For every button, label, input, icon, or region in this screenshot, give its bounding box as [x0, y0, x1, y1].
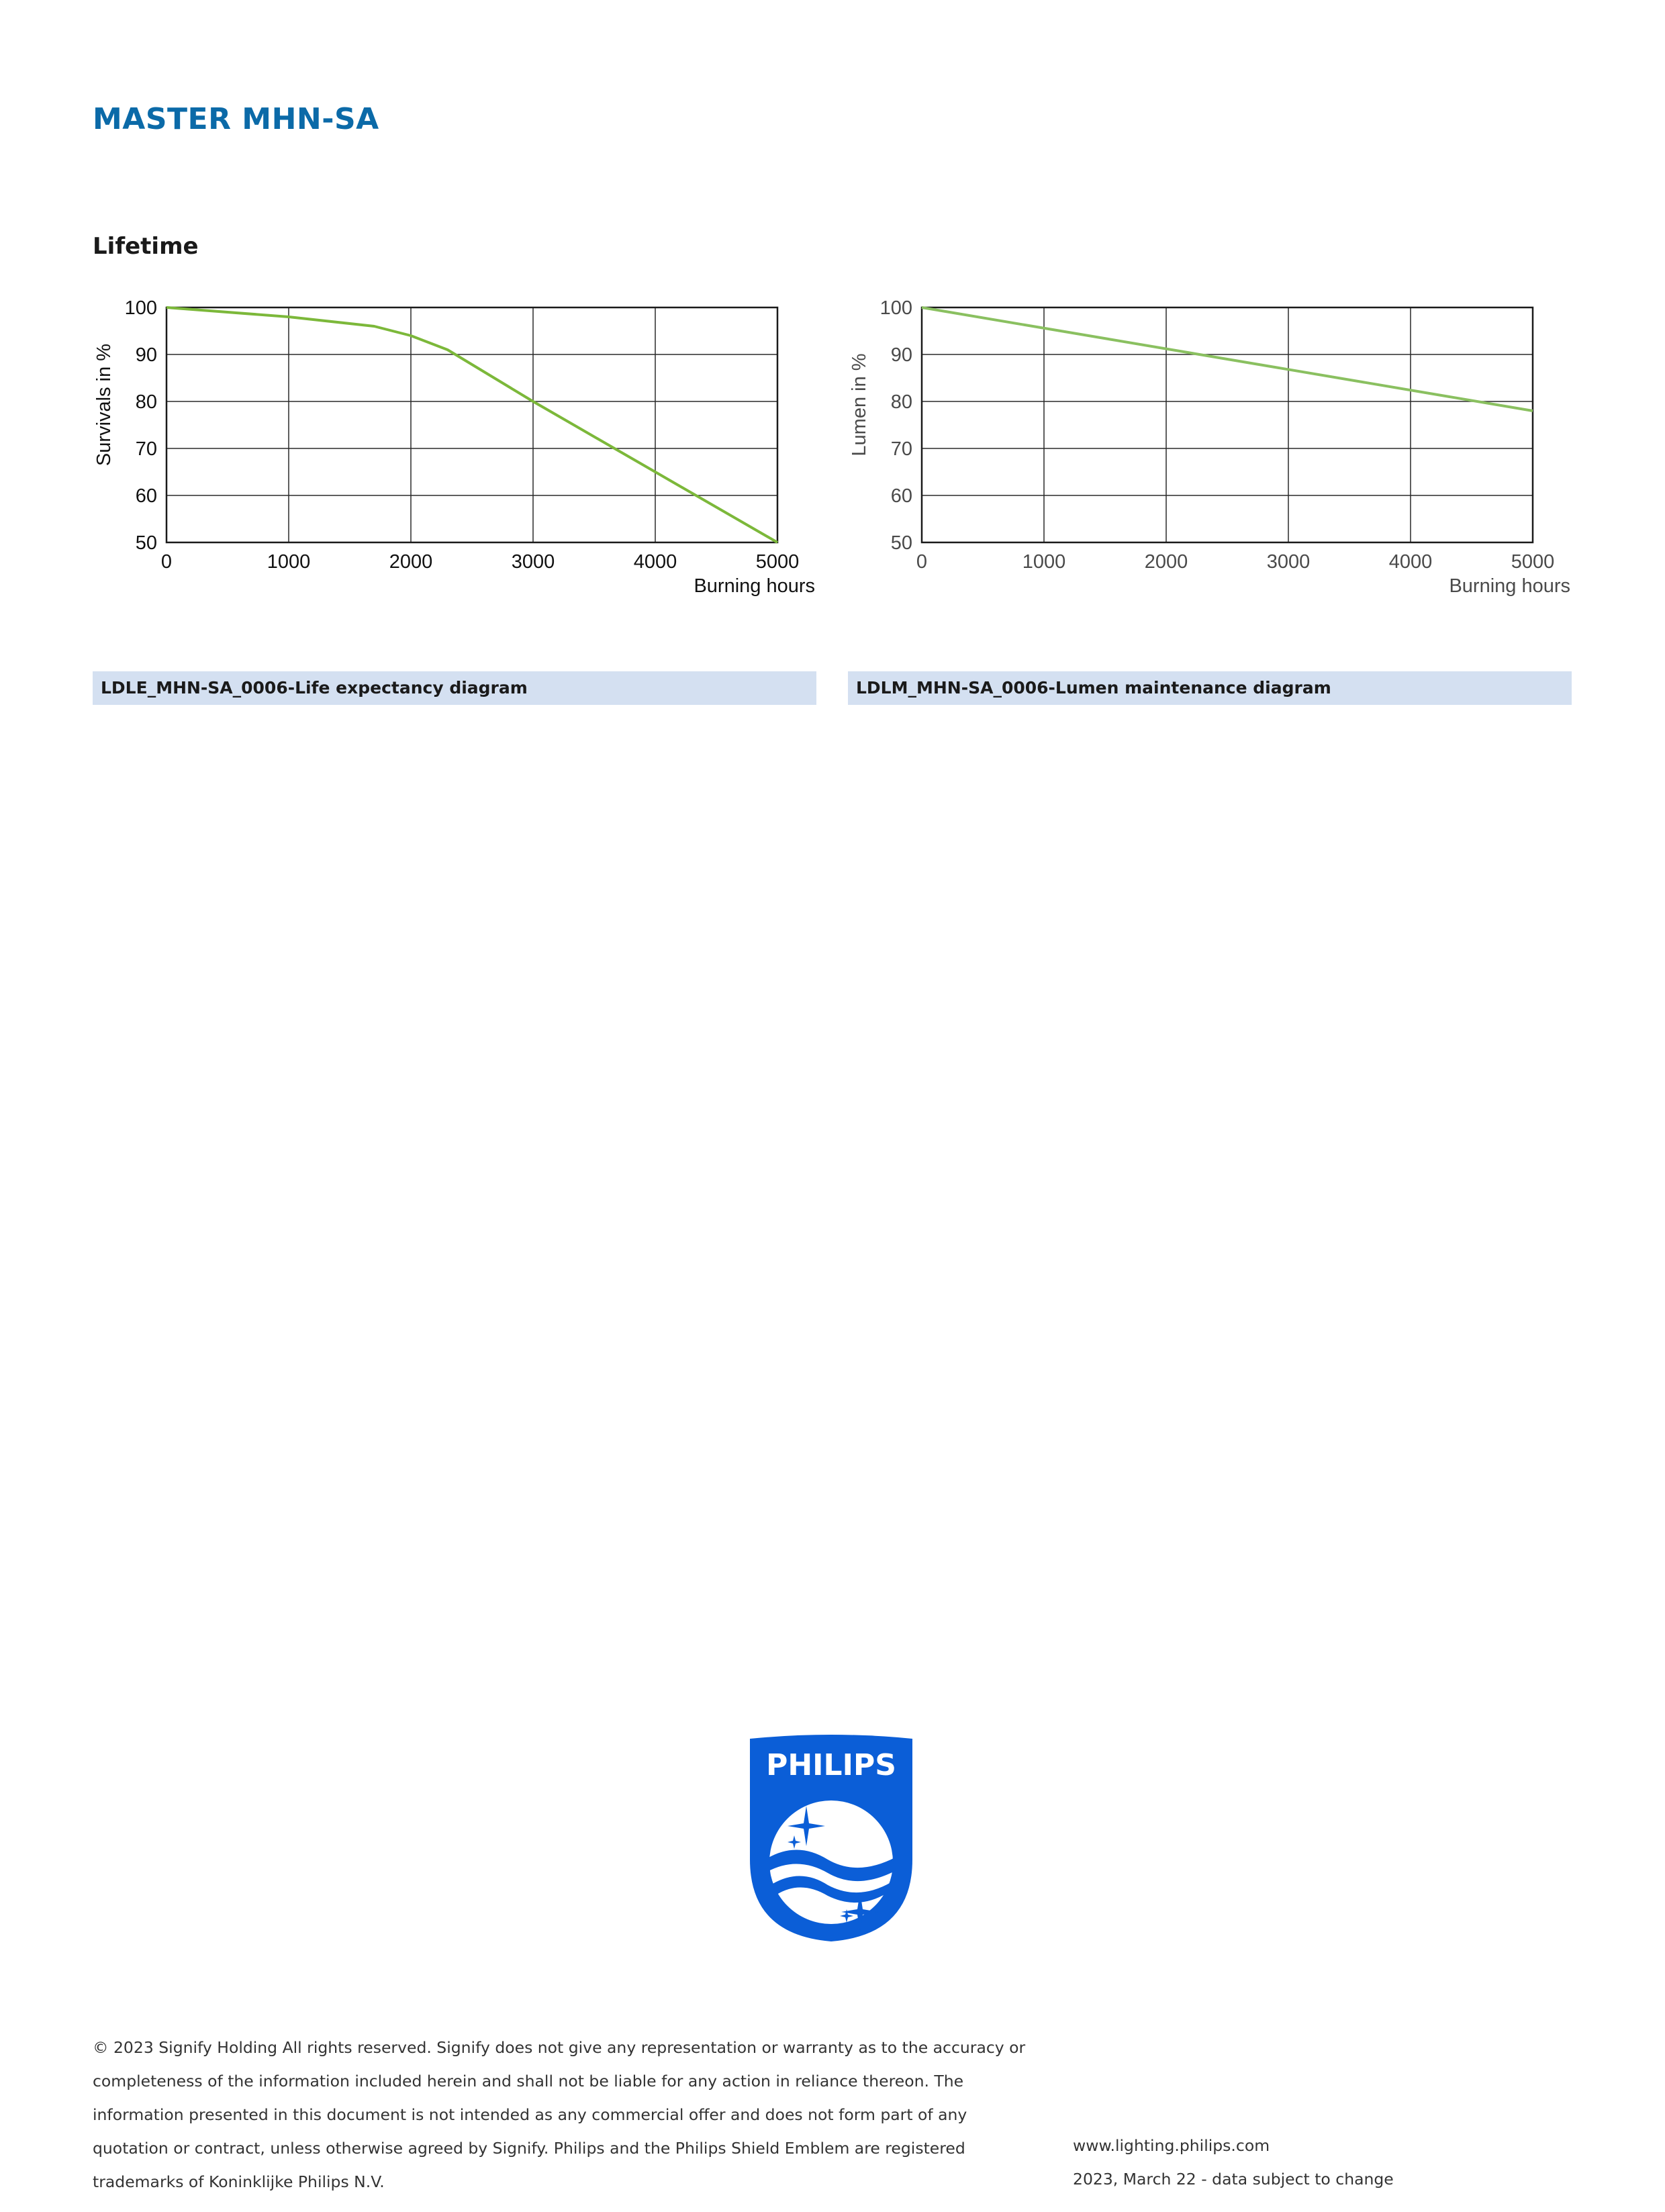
life-expectancy-caption: LDLE_MHN-SA_0006-Life expectancy diagram [93, 671, 816, 705]
product-title: MASTER MHN-SA [93, 102, 379, 136]
y-tick-label: 100 [880, 297, 912, 319]
series-line [921, 306, 1533, 412]
x-tick-label: 5000 [1511, 551, 1555, 573]
footer-right: www.lighting.philips.com 2023, March 22 … [1073, 2129, 1394, 2196]
x-tick-label: 4000 [1389, 551, 1433, 573]
x-tick-label: 3000 [512, 551, 555, 573]
philips-shield-logo: PHILIPS [747, 1733, 915, 1943]
x-tick-label: 2000 [389, 551, 433, 573]
x-tick-label: 2000 [1145, 551, 1188, 573]
x-tick-label: 1000 [1022, 551, 1066, 573]
life-expectancy-chart-svg: 0 1000 2000 3000 4000 5000 100 90 80 70 60 50 Burnin… [93, 297, 815, 597]
x-axis-label: Burning hours [694, 575, 815, 597]
footer-disclaimer: © 2023 Signify Holding All rights reserv… [93, 2031, 1046, 2199]
lumen-maintenance-chart: 0 1000 2000 3000 4000 5000 100 90 80 70 60 50 Burnin… [848, 289, 1573, 604]
disclaimer-line: trademarks of Koninklijke Philips N.V. [93, 2172, 385, 2191]
x-tick-label: 4000 [634, 551, 677, 573]
y-tick-label: 80 [136, 391, 157, 413]
y-tick-label: 50 [891, 532, 912, 554]
y-tick-label: 60 [136, 485, 157, 507]
disclaimer-line: © 2023 Signify Holding All rights reserv… [93, 2038, 1026, 2057]
series-line [166, 306, 778, 544]
y-tick-label: 60 [891, 485, 912, 507]
plot-frame [165, 306, 779, 544]
y-tick-label: 100 [125, 297, 157, 319]
disclaimer-line: completeness of the information included… [93, 2072, 964, 2090]
y-tick-label: 90 [891, 344, 912, 366]
date-note: 2023, March 22 - data subject to change [1073, 2170, 1394, 2189]
x-tick-label: 1000 [267, 551, 311, 573]
y-axis-label: Survivals in % [93, 344, 115, 466]
website-text: www.lighting.philips.com [1073, 2136, 1270, 2155]
lumen-maintenance-caption: LDLM_MHN-SA_0006-Lumen maintenance diagr… [848, 671, 1572, 705]
x-axis-label: Burning hours [1449, 575, 1570, 597]
disclaimer-line: information presented in this document i… [93, 2105, 967, 2124]
x-tick-label: 3000 [1267, 551, 1311, 573]
y-tick-label: 70 [891, 438, 912, 460]
section-title-lifetime: Lifetime [93, 233, 199, 260]
logo-wordmark: PHILIPS [766, 1748, 896, 1782]
y-tick-label: 80 [891, 391, 912, 413]
x-tick-label: 5000 [756, 551, 800, 573]
y-tick-label: 90 [136, 344, 157, 366]
y-tick-label: 70 [136, 438, 157, 460]
x-tick-label: 0 [916, 551, 927, 573]
plot-frame [920, 306, 1534, 544]
y-tick-label: 50 [136, 532, 157, 554]
x-tick-label: 0 [161, 551, 172, 573]
y-axis-label: Lumen in % [849, 353, 870, 456]
life-expectancy-chart: 0 1000 2000 3000 4000 5000 100 90 80 70 60 50 Burnin… [93, 289, 818, 604]
disclaimer-line: quotation or contract, unless otherwise … [93, 2139, 965, 2158]
lumen-maintenance-chart-svg: 0 1000 2000 3000 4000 5000 100 90 80 70 60 50 Burnin… [849, 297, 1570, 597]
philips-shield-icon: PHILIPS [750, 1735, 912, 1941]
